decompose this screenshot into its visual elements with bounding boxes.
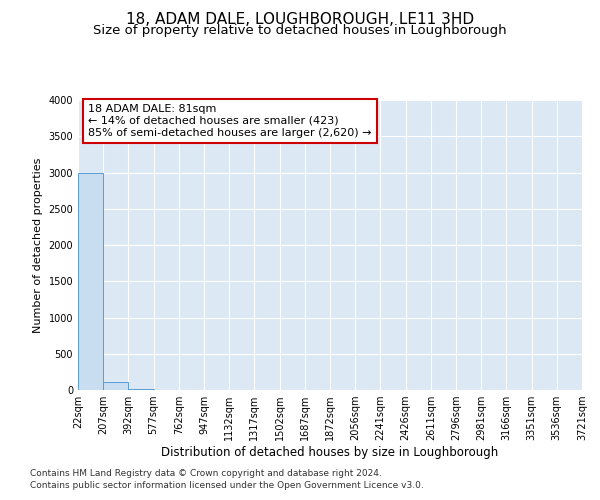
Text: Contains public sector information licensed under the Open Government Licence v3: Contains public sector information licen… [30,481,424,490]
Y-axis label: Number of detached properties: Number of detached properties [33,158,43,332]
Bar [78,173,103,390]
Bar [103,382,128,390]
Text: 18, ADAM DALE, LOUGHBOROUGH, LE11 3HD: 18, ADAM DALE, LOUGHBOROUGH, LE11 3HD [126,12,474,28]
Text: Size of property relative to detached houses in Loughborough: Size of property relative to detached ho… [93,24,507,37]
Text: Contains HM Land Registry data © Crown copyright and database right 2024.: Contains HM Land Registry data © Crown c… [30,468,382,477]
Text: 18 ADAM DALE: 81sqm
← 14% of detached houses are smaller (423)
85% of semi-detac: 18 ADAM DALE: 81sqm ← 14% of detached ho… [88,104,371,138]
Text: Distribution of detached houses by size in Loughborough: Distribution of detached houses by size … [161,446,499,459]
